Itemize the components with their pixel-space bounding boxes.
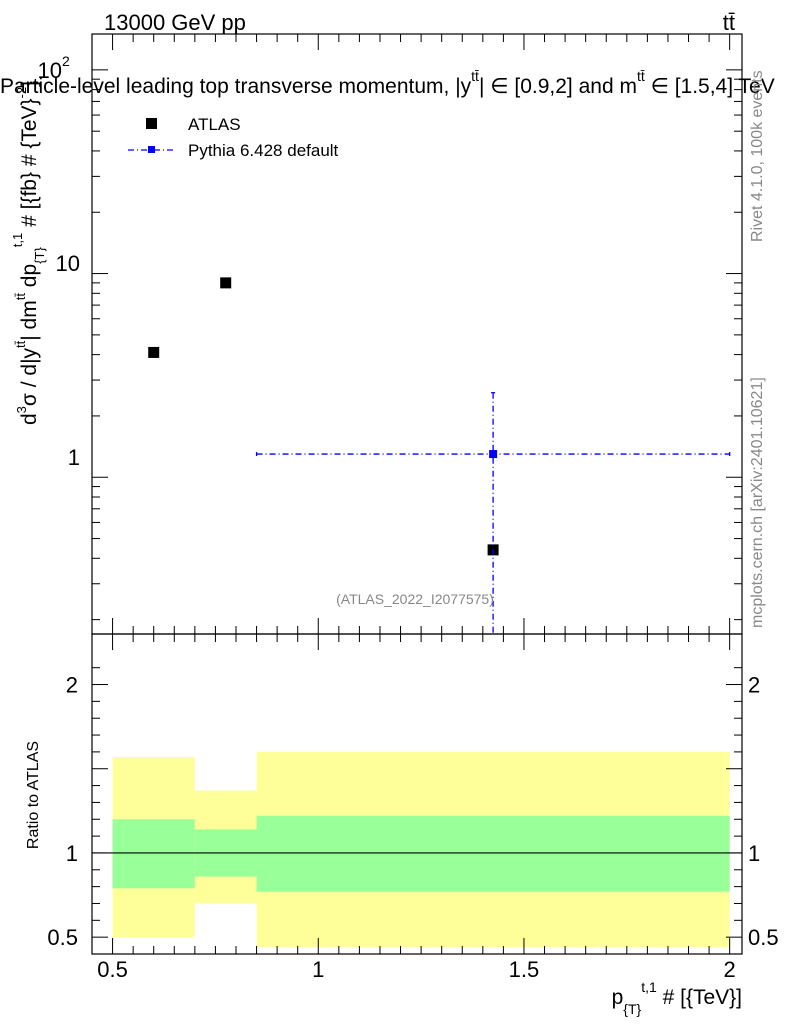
main-ylabel: d3σ / d|ytt̄| dmtt̄ dp{T}t,1 # [{fb} # {… — [10, 81, 47, 425]
legend-pythia-marker — [148, 146, 155, 153]
pythia-point-0 — [489, 450, 498, 459]
analysis-label: (ATLAS_2022_I2077575) — [336, 591, 494, 607]
legend-pythia-label: Pythia 6.428 default — [188, 141, 339, 160]
rivet-label-group: Rivet 4.1.0, 100k events — [749, 70, 766, 242]
ratio-green-band-2 — [256, 815, 730, 892]
ratio-bands — [112, 751, 730, 948]
xtick-label: 2 — [724, 957, 736, 982]
ratio-ylabel-text: Ratio to ATLAS — [25, 741, 42, 849]
ratio-x-tick-labels: 0.5 1 1.5 2 — [97, 957, 736, 982]
main-y-ticks — [92, 69, 742, 621]
title-tt-sup-b: tt̄ — [637, 68, 645, 84]
ytick-label-1: 1 — [68, 445, 80, 470]
title-tt-sup-a: tt̄ — [471, 68, 479, 84]
xtick-label: 1 — [312, 957, 324, 982]
title-part-b: | ∈ [0.9,2] and m — [479, 75, 637, 98]
ytick-label-10: 10 — [56, 251, 80, 276]
ratio-ytick-label-left: 1 — [66, 841, 78, 866]
process-label: tt̄ — [723, 10, 735, 35]
ratio-ytick-label-right: 2 — [748, 673, 760, 698]
xtick-label: 0.5 — [97, 957, 128, 982]
legend-atlas-label: ATLAS — [188, 115, 241, 134]
title-part-c: ∈ [1.5,4] TeV — [645, 75, 775, 98]
legend-atlas-marker — [146, 118, 157, 129]
ratio-ytick-label-left: 0.5 — [47, 925, 78, 950]
ytick-label-100-exp: 2 — [62, 53, 70, 69]
chart-title: Particle-level leading top transverse mo… — [0, 68, 775, 98]
rivet-label: Rivet 4.1.0, 100k events — [749, 70, 766, 242]
source-label-group: mcplots.cern.ch [arXiv:2401.10621] — [749, 377, 766, 628]
ratio-ytick-label-right: 0.5 — [748, 925, 779, 950]
ratio-ylabel: Ratio to ATLAS — [25, 741, 42, 849]
main-data-marks — [148, 277, 731, 634]
ytick-label-100: 10 — [38, 58, 62, 83]
xtick-label: 1.5 — [509, 957, 540, 982]
ratio-ytick-label-left: 2 — [66, 673, 78, 698]
ratio-ticks — [91, 634, 742, 954]
legend: ATLAS Pythia 6.428 default — [128, 115, 339, 160]
ratio-frame — [91, 633, 743, 955]
main-panel: 1 10 10 2 Particle-level leading top tra… — [0, 33, 775, 635]
source-label: mcplots.cern.ch [arXiv:2401.10621] — [749, 377, 766, 628]
ratio-green-band-0 — [112, 819, 195, 889]
atlas-point-1 — [220, 277, 232, 289]
ratio-y-tick-labels: 0.5 0.5 1 1 2 2 — [47, 673, 778, 951]
main-x-ticks — [91, 34, 731, 634]
energy-label: 13000 GeV pp — [104, 10, 246, 35]
title-part-a: Particle-level leading top transverse mo… — [0, 75, 472, 98]
xlabel: p{T}t,1 # [{TeV}] — [612, 979, 742, 1017]
atlas-point-0 — [148, 346, 160, 358]
ratio-panel: 0.5 0.5 1 1 2 2 0.5 1 1.5 2 — [47, 633, 779, 982]
ratio-ytick-label-right: 1 — [748, 841, 760, 866]
main-ylabel-text: d3σ / d|ytt̄| dmtt̄ dp{T}t,1 # [{fb} # {… — [10, 81, 47, 425]
